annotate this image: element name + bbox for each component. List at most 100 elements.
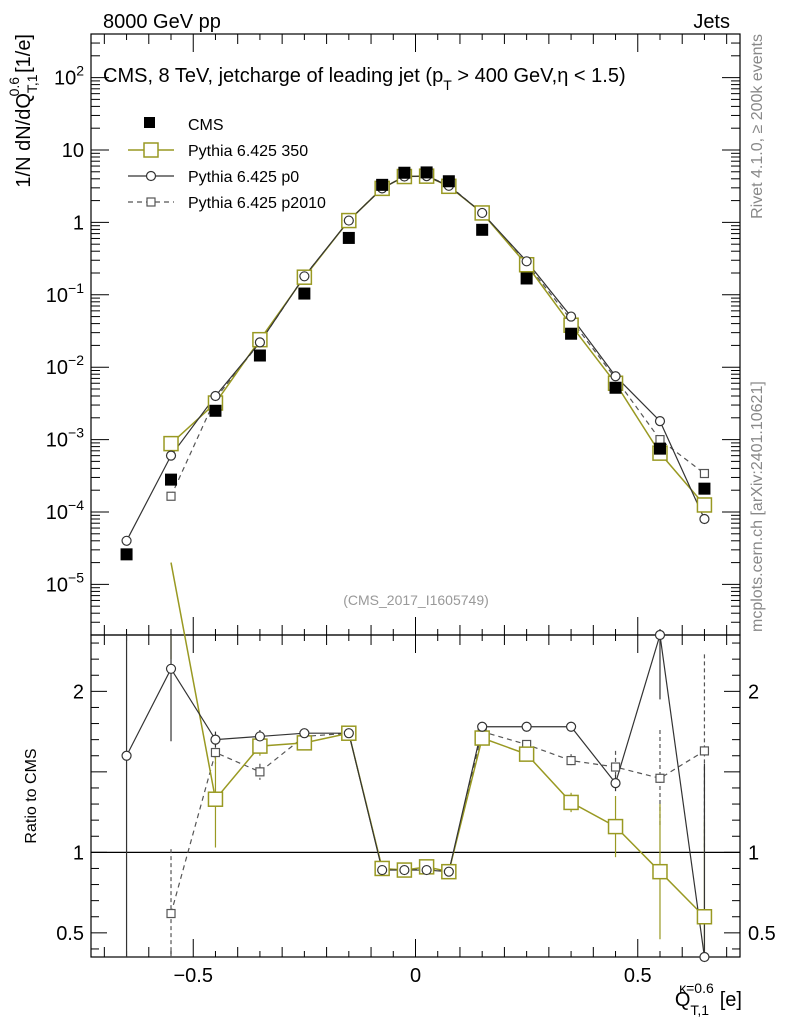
y-axis-label-sup: 0.6 — [6, 77, 22, 97]
ratio-point-2 — [610, 778, 621, 789]
x-tick-label: 0.5 — [624, 965, 652, 987]
y-tick-label-base: 10 — [54, 68, 76, 90]
series-point-1 — [163, 435, 179, 452]
series-point-1 — [696, 497, 713, 513]
y-tick-label: 1 — [73, 212, 84, 234]
data-point — [298, 287, 311, 300]
y-tick-label: 10−3 — [46, 425, 84, 452]
data-point — [398, 166, 411, 179]
analysis-id: (CMS_2017_I1605749) — [343, 592, 489, 608]
series-line-2 — [126, 175, 705, 542]
x-axis-label-sub: T,1 — [690, 1002, 709, 1018]
y-tick-label: 10 — [62, 140, 84, 162]
series-point-2 — [254, 337, 266, 348]
chart-title-a: CMS, 8 TeV, jetcharge of leading jet (p — [103, 65, 443, 87]
y-axis-label-unit: [1/e] — [13, 34, 35, 73]
series-point-2 — [343, 215, 354, 226]
y-tick-label-exp: −1 — [68, 280, 84, 296]
ratio-point-1 — [474, 730, 490, 746]
legend-label-p2010: Pythia 6.425 p2010 — [188, 195, 326, 212]
series-point-2 — [610, 371, 621, 382]
data-point — [520, 272, 533, 285]
ratio-plot — [91, 562, 740, 963]
ratio-point-2 — [443, 866, 454, 877]
y-tick-label-base: 10 — [46, 574, 68, 596]
ratio-point-2 — [399, 864, 410, 876]
data-point — [253, 349, 266, 362]
data-point — [476, 223, 489, 236]
data-point — [120, 548, 133, 561]
ratio-point-3 — [655, 773, 665, 783]
ratio-point-1 — [607, 818, 624, 835]
ratio-y-tick-label-right: 0.5 — [748, 923, 776, 945]
data-point — [420, 166, 433, 179]
chart-title: CMS, 8 TeV, jetcharge of leading jet (pT… — [103, 65, 626, 93]
ratio-point-3 — [255, 767, 265, 777]
legend-marker-p2010 — [146, 197, 156, 207]
ratio-point-2 — [210, 734, 221, 745]
series-point-3 — [699, 468, 710, 479]
ratio-point-3 — [210, 747, 221, 758]
ratio-point-1 — [652, 863, 668, 880]
data-point — [376, 178, 389, 191]
x-tick-label: −0.5 — [173, 965, 212, 987]
legend-marker-cms — [144, 117, 155, 128]
ratio-y-tick-label: 0.5 — [56, 923, 84, 945]
series-point-2 — [121, 535, 132, 546]
y-tick-label-exp: −3 — [68, 425, 84, 441]
ratio-point-2 — [421, 864, 432, 876]
ratio-point-2 — [654, 629, 666, 641]
rivet-label: Rivet 4.1.0, ≥ 200k events — [749, 34, 766, 219]
ratio-y-tick-label-right: 1 — [748, 842, 759, 864]
ratio-point-3 — [566, 755, 576, 766]
x-axis-label: QT,1 κ=0.6 [e] — [675, 980, 742, 1018]
chart-title-b: > 400 GeV,η < 1.5) — [452, 65, 626, 87]
ratio-point-1 — [696, 909, 713, 925]
ratio-point-3 — [166, 908, 176, 919]
ratio-point-1 — [563, 794, 579, 811]
y-tick-label: 10−2 — [46, 352, 84, 379]
ratio-point-2 — [165, 663, 177, 674]
y-tick-label: 102 — [54, 63, 84, 90]
ratio-line-3 — [170, 730, 705, 914]
y-axis-label-main: 1/N dN/dQ — [13, 93, 35, 187]
ratio-point-2 — [377, 864, 388, 876]
y-tick-label-base: 10 — [46, 430, 68, 452]
series-point-2 — [165, 450, 177, 461]
ratio-point-2 — [521, 721, 532, 732]
data-point — [165, 473, 178, 486]
ratio-point-2 — [565, 721, 577, 732]
header-right: Jets — [693, 11, 730, 33]
data-point — [442, 175, 455, 188]
ratio-y-tick-label-right: 2 — [748, 681, 759, 703]
series-point-2 — [210, 390, 221, 402]
legend-label-p0: Pythia 6.425 p0 — [188, 169, 299, 186]
ratio-point-3 — [610, 762, 621, 772]
ratio-line-2 — [126, 634, 706, 958]
y-axis-label-sub: T,1 — [24, 74, 40, 93]
legend-label-350: Pythia 6.425 350 — [188, 143, 308, 160]
y-tick-label-base: 10 — [46, 357, 68, 379]
ratio-point-2 — [699, 951, 710, 963]
ratio-point-1 — [518, 746, 535, 762]
y-tick-label-exp: −5 — [68, 569, 84, 585]
series-point-2 — [699, 513, 710, 525]
y-tick-label: 10−5 — [46, 569, 84, 596]
series-point-2 — [299, 271, 310, 282]
series-point-2 — [565, 311, 577, 322]
x-axis-label-unit: [e] — [720, 989, 742, 1011]
header-left: 8000 GeV pp — [103, 11, 221, 33]
x-axis-label-sup: κ=0.6 — [679, 980, 714, 996]
series-point-2 — [477, 207, 488, 219]
ratio-ticks: −0.5 0 0.5 0.5 0.5 1 1 2 2 — [56, 635, 776, 987]
data-point — [209, 404, 222, 417]
data-point — [342, 231, 355, 244]
ratio-y-tick-label: 2 — [73, 681, 84, 703]
y-tick-label: 10−1 — [46, 280, 84, 307]
data-point — [609, 381, 622, 394]
data-point — [698, 482, 711, 495]
y-tick-label-base: 10 — [46, 502, 68, 524]
x-axis-label-main: Q — [675, 989, 691, 1011]
ratio-point-3 — [699, 746, 710, 756]
